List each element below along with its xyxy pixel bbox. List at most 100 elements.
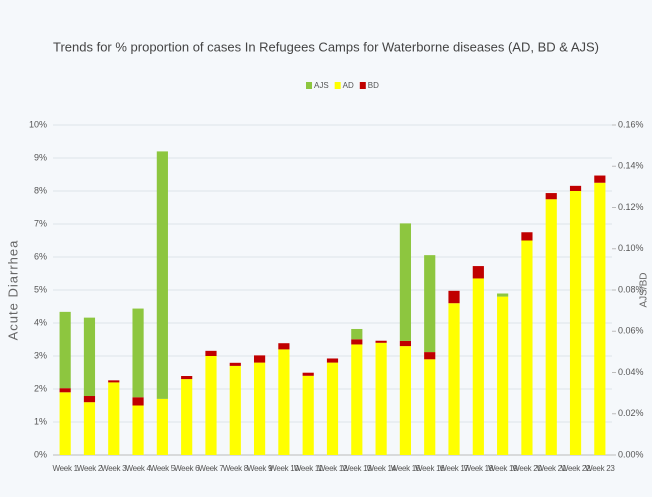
bar-segment (132, 397, 144, 406)
bar-segment (545, 193, 557, 200)
x-tick-label: Week 5 (150, 464, 176, 473)
y-tick-label: 4% (34, 317, 47, 327)
bar-segment (326, 362, 339, 455)
bar-segment (472, 266, 484, 279)
y2-tick-label: 0.10% (618, 243, 644, 253)
bar-segment (205, 356, 217, 455)
bar-segment (229, 365, 241, 455)
bar-segment (59, 392, 71, 455)
y-tick-label: 3% (34, 350, 47, 360)
legend-swatch (334, 82, 341, 89)
y2-tick-label: 0.04% (618, 367, 644, 377)
bar-segment (424, 352, 436, 360)
bar-segment (302, 372, 314, 376)
x-tick-label: Week 7 (198, 464, 224, 473)
legend-label: AD (343, 81, 354, 90)
x-tick-label: Week 8 (223, 464, 249, 473)
x-tick-label: Week 18 (464, 464, 494, 473)
x-tick-label: Week 20 (512, 464, 542, 473)
y-tick-label: 5% (34, 284, 47, 294)
bar-segment (132, 308, 144, 398)
y2-tick-label: 0.06% (618, 326, 644, 336)
y2-tick-label: 0.14% (618, 161, 644, 171)
bar-segment (253, 355, 266, 363)
bar-segment (181, 376, 193, 380)
x-tick-label: Week 15 (391, 464, 421, 473)
bar-segment (59, 388, 71, 393)
y-tick-label: 10% (29, 119, 47, 129)
legend-swatch (359, 82, 366, 89)
bar-segment (399, 346, 412, 455)
y2-tick-label: 0.02% (618, 408, 644, 418)
bar-segment (569, 185, 582, 191)
bar-segment (108, 382, 120, 455)
x-tick-label: Week 3 (101, 464, 127, 473)
x-tick-label: Week 21 (537, 464, 567, 473)
bar-segment (205, 350, 217, 356)
bar-segment (399, 340, 412, 347)
legend-label: AJS (314, 81, 329, 90)
y-tick-label: 1% (34, 416, 47, 426)
x-tick-label: Week 16 (415, 464, 445, 473)
bar-segment (521, 240, 533, 455)
y-tick-label: 8% (34, 185, 47, 195)
bar-segment (181, 379, 193, 455)
bar-segment (351, 344, 363, 455)
bar-segment (156, 398, 168, 455)
bar-segment (545, 199, 557, 455)
bar-segment (253, 362, 266, 455)
x-tick-label: Week 12 (318, 464, 348, 473)
bar-segment (326, 358, 339, 363)
bar-segment (278, 349, 290, 455)
legend-swatch (306, 82, 312, 89)
x-tick-label: Week 22 (561, 464, 591, 473)
bar-segment (132, 405, 144, 455)
bar-segment (375, 342, 387, 455)
bar-segment (351, 339, 363, 345)
bar-segment (569, 191, 582, 455)
chart-title: Trends for % proportion of cases In Refu… (53, 39, 599, 54)
bar-segment (424, 359, 436, 455)
bar-segment (83, 317, 96, 397)
x-tick-label: Week 17 (439, 464, 469, 473)
legend-label: BD (368, 81, 379, 90)
bar-segment (83, 402, 96, 455)
y2-tick-label: 0.00% (618, 449, 644, 459)
bar-segment (302, 375, 314, 455)
x-tick-label: Week 1 (53, 464, 79, 473)
bar-segment (83, 396, 96, 403)
bar-segment (594, 182, 606, 455)
y-tick-label: 9% (34, 152, 47, 162)
x-tick-label: Week 19 (488, 464, 518, 473)
bar-segment (108, 380, 120, 383)
bar-segment (448, 290, 460, 304)
x-tick-label: Week 14 (366, 464, 396, 473)
x-tick-label: Week 13 (342, 464, 372, 473)
x-tick-label: Week 11 (294, 464, 324, 473)
bar-segment (448, 303, 460, 455)
y-tick-label: 0% (34, 449, 47, 459)
y2-axis-label: AJS/BD (639, 272, 650, 307)
x-tick-label: Week 2 (77, 464, 103, 473)
y2-tick-label: 0.16% (618, 119, 644, 129)
x-tick-label: Week 6 (174, 464, 200, 473)
bar-segment (594, 175, 606, 183)
bar-segment (424, 255, 436, 353)
bar-segment (399, 223, 412, 341)
bar-segment (375, 340, 387, 343)
bar-segment (229, 362, 241, 366)
y-tick-label: 7% (34, 218, 47, 228)
bar-segment (59, 311, 71, 389)
x-tick-label: Week 4 (125, 464, 151, 473)
bar-segment (351, 328, 363, 340)
y-tick-label: 6% (34, 251, 47, 261)
bar-segment (472, 278, 484, 455)
y-axis-label: Acute Diarrhea (5, 240, 20, 341)
bar-segment (497, 296, 509, 455)
y2-tick-label: 0.12% (618, 202, 644, 212)
y2-tick-label: 0.08% (618, 284, 644, 294)
bar-segment (497, 293, 509, 297)
bar-segment (521, 232, 533, 241)
x-tick-label: Week 10 (269, 464, 299, 473)
